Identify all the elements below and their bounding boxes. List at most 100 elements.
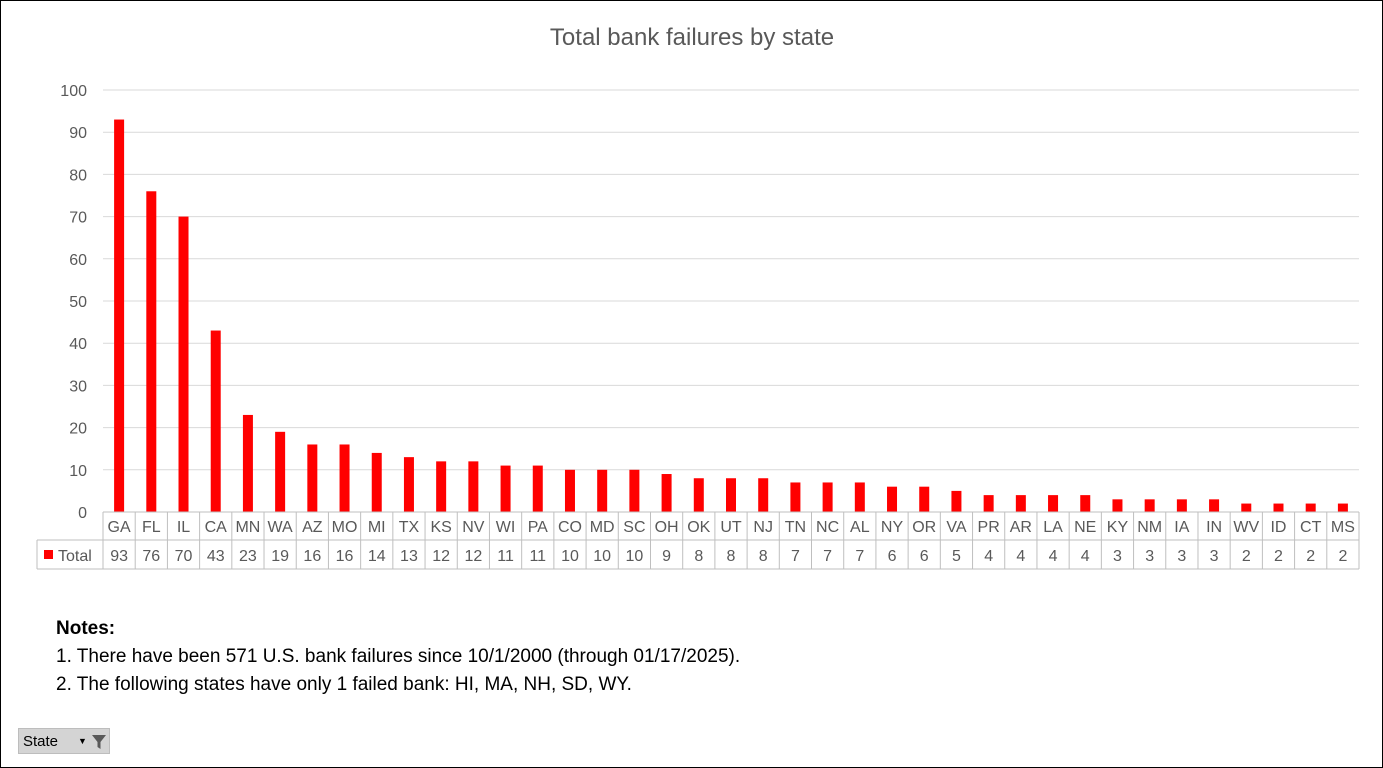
bar-TN bbox=[790, 482, 801, 512]
bar-CO bbox=[564, 469, 575, 512]
bar-UT bbox=[726, 478, 736, 512]
data-label-AR: 4 bbox=[1016, 548, 1025, 565]
x-tick-label-AL: AL bbox=[850, 519, 870, 536]
data-label-CA: 43 bbox=[207, 548, 225, 565]
y-tick-label-80: 80 bbox=[69, 167, 87, 184]
bar-KY bbox=[1112, 499, 1123, 512]
x-tick-label-WA: WA bbox=[268, 519, 294, 536]
bar-OH bbox=[661, 474, 672, 512]
data-label-GA: 93 bbox=[110, 548, 128, 565]
bar-MN bbox=[242, 414, 253, 512]
data-label-UT: 8 bbox=[727, 548, 736, 565]
x-tick-label-IL: IL bbox=[177, 519, 190, 536]
data-label-TN: 7 bbox=[791, 548, 800, 565]
x-tick-label-MN: MN bbox=[235, 519, 260, 536]
y-tick-label-100: 100 bbox=[60, 83, 87, 100]
x-tick-label-WV: WV bbox=[1233, 519, 1259, 536]
x-tick-label-TX: TX bbox=[399, 519, 420, 536]
notes-block: Notes: 1. There have been 571 U.S. bank … bbox=[56, 615, 740, 699]
bar-NV bbox=[468, 461, 479, 512]
state-filter-button[interactable]: State ▼ bbox=[18, 728, 110, 754]
x-tick-label-OK: OK bbox=[687, 519, 710, 536]
bar-IA bbox=[1176, 499, 1187, 512]
data-label-CT: 2 bbox=[1306, 548, 1315, 565]
data-label-PA: 11 bbox=[529, 548, 546, 565]
x-tick-label-OR: OR bbox=[912, 519, 936, 536]
data-label-LA: 4 bbox=[1049, 548, 1058, 565]
bar-OR bbox=[919, 486, 930, 512]
bar-CT bbox=[1305, 503, 1316, 512]
y-tick-label-50: 50 bbox=[69, 294, 87, 311]
bar-IN bbox=[1209, 499, 1220, 512]
bar-MI bbox=[371, 452, 382, 512]
x-tick-label-CT: CT bbox=[1300, 519, 1322, 536]
bar-IL bbox=[178, 216, 189, 512]
x-tick-label-LA: LA bbox=[1043, 519, 1063, 536]
data-label-AZ: 16 bbox=[303, 548, 321, 565]
bar-MO bbox=[339, 444, 350, 512]
data-label-OR: 6 bbox=[920, 548, 929, 565]
data-label-MI: 14 bbox=[368, 548, 386, 565]
bar-WI bbox=[500, 465, 511, 512]
state-filter-label: State bbox=[23, 733, 59, 750]
x-tick-label-CA: CA bbox=[205, 519, 228, 536]
x-tick-label-OH: OH bbox=[655, 519, 679, 536]
data-label-TX: 13 bbox=[400, 548, 418, 565]
bar-PA bbox=[532, 465, 543, 512]
bar-WV bbox=[1241, 503, 1252, 512]
x-tick-label-TN: TN bbox=[785, 519, 806, 536]
x-tick-label-WI: WI bbox=[496, 519, 516, 536]
x-tick-label-MS: MS bbox=[1331, 519, 1355, 536]
x-tick-label-KY: KY bbox=[1107, 519, 1129, 536]
x-tick-label-AR: AR bbox=[1010, 519, 1032, 536]
bar-NC bbox=[822, 482, 833, 512]
bar-FL bbox=[146, 191, 157, 512]
data-label-SC: 10 bbox=[625, 548, 643, 565]
y-tick-label-90: 90 bbox=[69, 125, 87, 142]
bar-NY bbox=[887, 486, 898, 512]
data-label-WV: 2 bbox=[1242, 548, 1251, 565]
x-tick-label-SC: SC bbox=[623, 519, 645, 536]
bar-PR bbox=[983, 495, 994, 512]
data-label-MD: 10 bbox=[593, 548, 611, 565]
y-tick-label-70: 70 bbox=[69, 210, 87, 227]
y-tick-label-10: 10 bbox=[69, 463, 87, 480]
data-label-NY: 6 bbox=[888, 548, 897, 565]
funnel-icon bbox=[92, 735, 106, 749]
x-tick-label-NC: NC bbox=[816, 519, 839, 536]
data-label-NJ: 8 bbox=[759, 548, 768, 565]
data-label-MN: 23 bbox=[239, 548, 257, 565]
data-label-NE: 4 bbox=[1081, 548, 1090, 565]
bar-KS bbox=[436, 461, 447, 512]
bar-MD bbox=[597, 469, 608, 512]
x-tick-label-VA: VA bbox=[946, 519, 966, 536]
bar-LA bbox=[1048, 495, 1059, 512]
y-tick-label-60: 60 bbox=[69, 252, 87, 269]
y-tick-label-40: 40 bbox=[69, 336, 87, 353]
notes-heading: Notes: bbox=[56, 618, 116, 639]
data-label-NC: 7 bbox=[823, 548, 832, 565]
data-label-AL: 7 bbox=[855, 548, 864, 565]
x-tick-label-IN: IN bbox=[1206, 519, 1222, 536]
legend-label-total: Total bbox=[58, 548, 92, 565]
data-label-FL: 76 bbox=[142, 548, 160, 565]
chart-title: Total bank failures by state bbox=[550, 24, 834, 51]
legend-swatch-total bbox=[44, 550, 53, 559]
x-tick-label-NY: NY bbox=[881, 519, 904, 536]
x-tick-label-MD: MD bbox=[590, 519, 615, 536]
x-tick-label-PA: PA bbox=[528, 519, 548, 536]
data-label-PR: 4 bbox=[984, 548, 993, 565]
x-tick-label-MI: MI bbox=[368, 519, 386, 536]
x-tick-label-NV: NV bbox=[462, 519, 485, 536]
bar-TX bbox=[403, 457, 414, 512]
bar-CA bbox=[210, 330, 221, 512]
data-label-OK: 8 bbox=[694, 548, 703, 565]
data-label-NV: 12 bbox=[464, 548, 482, 565]
data-label-MS: 2 bbox=[1338, 548, 1347, 565]
data-label-NM: 3 bbox=[1145, 548, 1154, 565]
x-tick-label-CO: CO bbox=[558, 519, 582, 536]
x-tick-label-UT: UT bbox=[720, 519, 742, 536]
x-tick-label-GA: GA bbox=[108, 519, 131, 536]
note-item-2: 2. The following states have only 1 fail… bbox=[56, 674, 632, 695]
